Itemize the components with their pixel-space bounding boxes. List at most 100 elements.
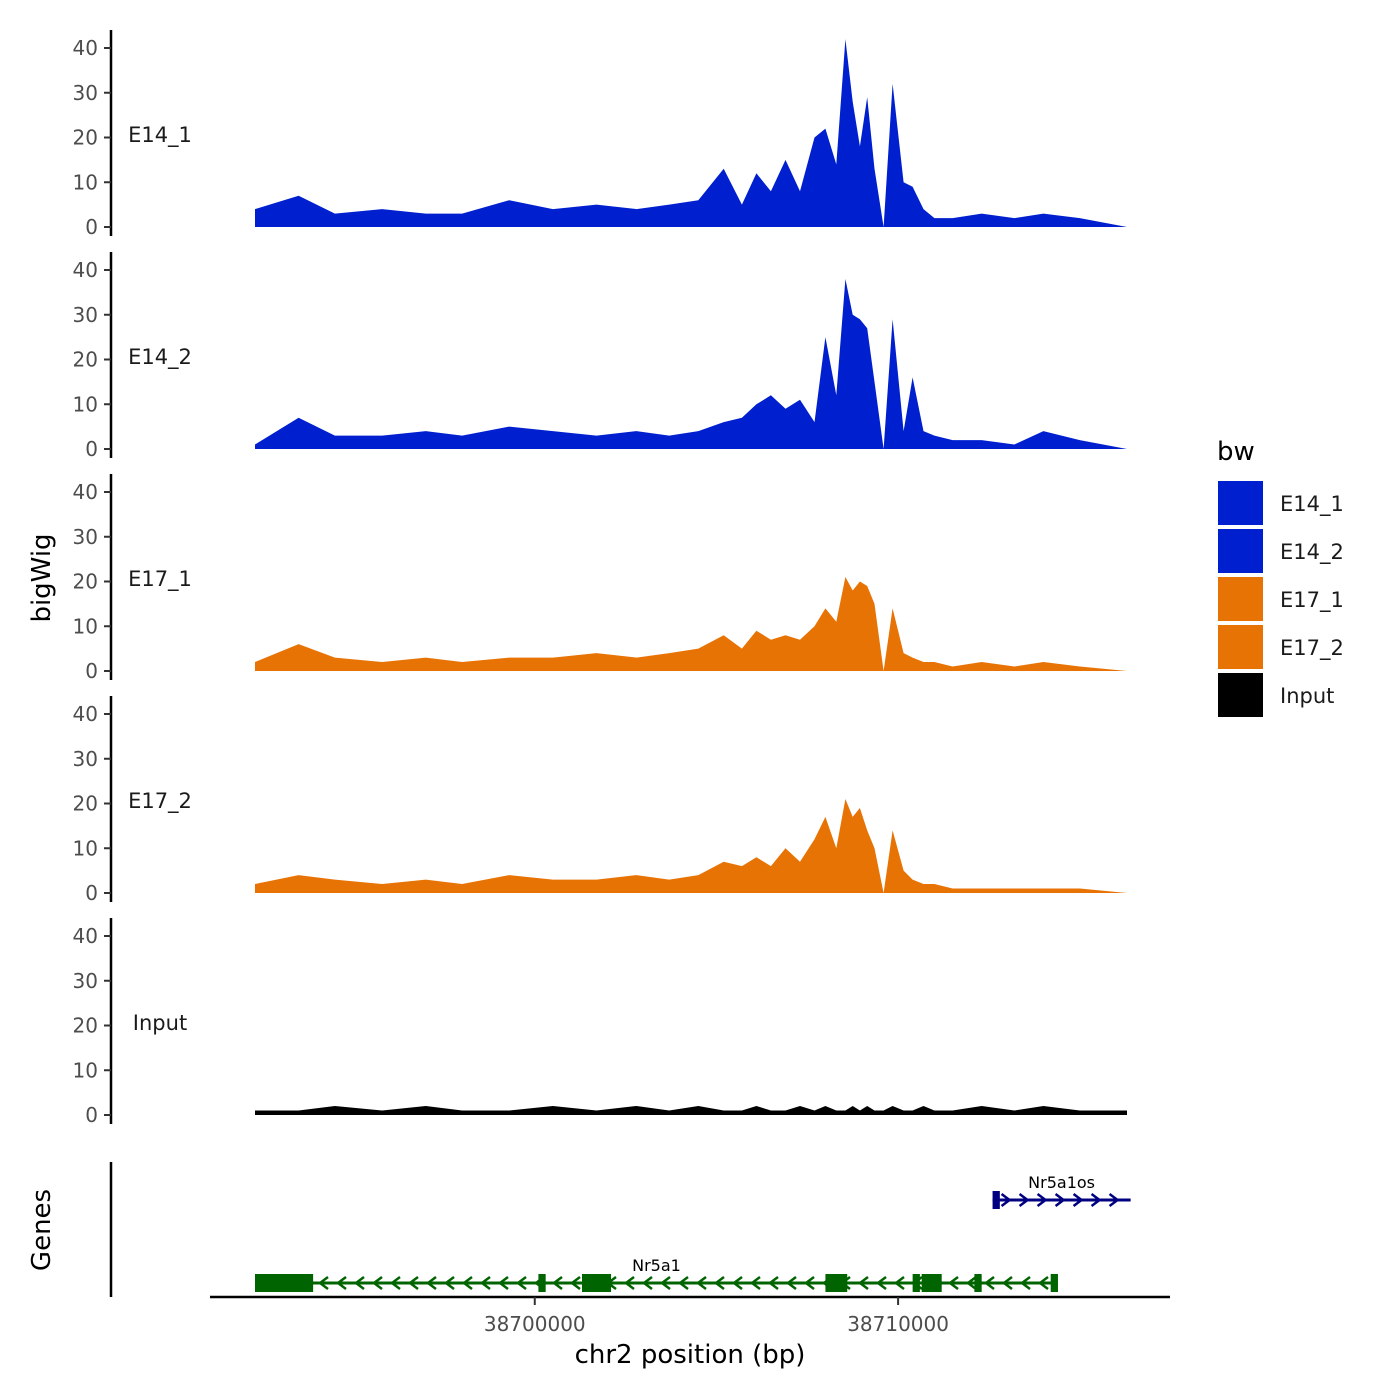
track-E17_1: 0 10 20 30 40 E17_1: [73, 474, 1127, 683]
y-tick-label: 0: [85, 1103, 98, 1127]
strand-arrow: [515, 1276, 527, 1290]
y-tick-label: 20: [73, 126, 98, 150]
strand-arrow: [803, 1276, 815, 1290]
track-label: Input: [133, 1011, 187, 1035]
y-tick-label: 0: [85, 437, 98, 461]
y-tick-label: 10: [73, 1058, 98, 1082]
y-axis-title: bigWig: [27, 533, 57, 622]
track-label: E14_1: [128, 123, 192, 148]
gene-models: Nr5a1 Nr5a1os: [255, 1173, 1131, 1292]
strand-arrow: [353, 1276, 365, 1290]
gene-label: Nr5a1: [632, 1256, 681, 1275]
gene-Nr5a1: Nr5a1: [255, 1256, 1058, 1292]
exon: [825, 1274, 848, 1292]
strand-arrow: [1019, 1276, 1031, 1290]
y-tick-label: 40: [73, 258, 98, 282]
y-tick-label: 0: [85, 215, 98, 239]
y-tick-label: 10: [73, 836, 98, 860]
legend-title: bw: [1217, 437, 1255, 467]
strand-arrow: [749, 1276, 761, 1290]
legend-swatch: [1218, 673, 1263, 717]
y-tick-label: 0: [85, 881, 98, 905]
strand-arrow: [731, 1276, 743, 1290]
gene-label: Nr5a1os: [1028, 1173, 1095, 1192]
y-tick-label: 40: [73, 924, 98, 948]
strand-arrow: [389, 1276, 401, 1290]
coverage-area-Input: [255, 1106, 1127, 1115]
track-Input: 0 10 20 30 40 Input: [73, 918, 1127, 1127]
strand-arrow: [371, 1276, 383, 1290]
track-E14_2: 0 10 20 30 40 E14_2: [73, 252, 1127, 461]
strand-arrow: [659, 1276, 671, 1290]
exon: [992, 1191, 1000, 1209]
y-tick-label: 0: [85, 659, 98, 683]
x-tick-label: 38710000: [847, 1312, 949, 1336]
y-tick-label: 10: [73, 170, 98, 194]
y-tick-label: 20: [73, 792, 98, 816]
strand-arrow: [695, 1276, 707, 1290]
strand-arrow: [443, 1276, 455, 1290]
strand-arrow: [335, 1276, 347, 1290]
genes-axis-title: Genes: [27, 1189, 57, 1271]
legend-swatch: [1218, 529, 1263, 573]
strand-arrow: [947, 1276, 959, 1290]
legend-swatch: [1218, 577, 1263, 621]
legend-label: E17_2: [1280, 636, 1344, 661]
exon: [921, 1274, 942, 1292]
y-tick-label: 40: [73, 480, 98, 504]
y-tick-label: 40: [73, 36, 98, 60]
exon: [912, 1274, 920, 1292]
coverage-area-E17_2: [255, 799, 1127, 893]
strand-arrow: [425, 1276, 437, 1290]
strand-arrow: [965, 1276, 977, 1290]
strand-arrow: [407, 1276, 419, 1290]
strand-arrow: [785, 1276, 797, 1290]
strand-arrow: [713, 1276, 725, 1290]
exon: [1050, 1274, 1058, 1292]
strand-arrow: [641, 1276, 653, 1290]
strand-arrow: [893, 1276, 905, 1290]
y-tick-label: 20: [73, 1014, 98, 1038]
strand-arrow: [1037, 1276, 1049, 1290]
strand-arrow: [623, 1276, 635, 1290]
gene-Nr5a1os: Nr5a1os: [992, 1173, 1131, 1209]
exon: [255, 1274, 314, 1292]
coverage-tracks: 0 10 20 30 40 E14_1 0 10 20 30 40 E14_2 0 10 20 30 40 E17…: [73, 30, 1127, 1127]
exon: [538, 1274, 546, 1292]
exon: [582, 1274, 612, 1292]
legend-swatch: [1218, 625, 1263, 669]
legend: bw E14_1 E14_2 E17_1 E17_2 Input: [1217, 437, 1344, 717]
y-tick-label: 30: [73, 525, 98, 549]
coverage-area-E14_1: [255, 39, 1127, 227]
legend-label: E14_2: [1280, 540, 1344, 565]
strand-arrow: [1001, 1276, 1013, 1290]
y-tick-label: 10: [73, 392, 98, 416]
strand-arrow: [677, 1276, 689, 1290]
strand-arrow: [479, 1276, 491, 1290]
coverage-area-E14_2: [255, 279, 1127, 449]
x-ticks: 38700000 38710000: [484, 1297, 949, 1336]
legend-label: Input: [1280, 684, 1334, 708]
strand-arrow: [1108, 1193, 1120, 1207]
y-tick-label: 30: [73, 303, 98, 327]
coverage-area-E17_1: [255, 577, 1127, 671]
y-tick-label: 10: [73, 614, 98, 638]
strand-arrow: [551, 1276, 563, 1290]
y-tick-label: 40: [73, 702, 98, 726]
strand-arrow: [569, 1276, 581, 1290]
strand-arrow: [875, 1276, 887, 1290]
track-E17_2: 0 10 20 30 40 E17_2: [73, 696, 1127, 905]
legend-label: E17_1: [1280, 588, 1344, 613]
strand-arrow: [1054, 1193, 1066, 1207]
y-tick-label: 30: [73, 747, 98, 771]
legend-label: E14_1: [1280, 492, 1344, 517]
strand-arrow: [767, 1276, 779, 1290]
strand-arrow: [1090, 1193, 1102, 1207]
track-label: E14_2: [128, 345, 192, 370]
x-axis: 38700000 38710000 chr2 position (bp): [210, 1295, 1170, 1370]
y-tick-label: 20: [73, 570, 98, 594]
legend-items: E14_1 E14_2 E17_1 E17_2 Input: [1218, 481, 1344, 717]
exon: [974, 1274, 982, 1292]
genes-panel: Genes Nr5a1 Nr5a1os: [27, 1162, 1131, 1297]
